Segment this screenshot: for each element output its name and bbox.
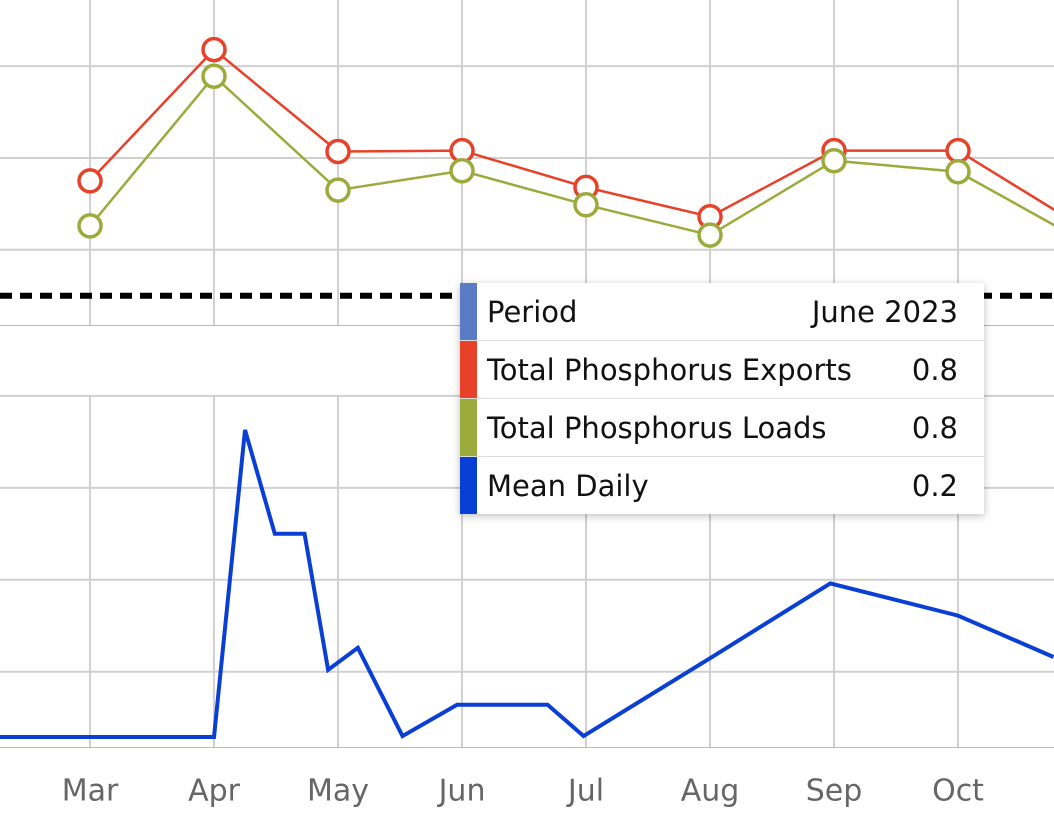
tooltip-value: 0.8	[911, 410, 958, 445]
tooltip-value: 0.2	[911, 468, 958, 503]
tooltip-label: Period	[487, 294, 578, 329]
tooltip-label: Mean Daily	[487, 468, 649, 503]
marker	[201, 36, 227, 63]
x-tick-label: Apr	[188, 774, 241, 809]
marker	[77, 168, 103, 194]
marker	[325, 138, 351, 165]
x-tick-label: Mar	[62, 774, 119, 809]
tooltip-label: Total Phosphorus Loads	[487, 410, 827, 445]
marker	[77, 213, 103, 239]
tooltip: Period June 2023 Total Phosphorus Exports…	[460, 283, 984, 514]
x-tick-label: Oct	[932, 774, 984, 809]
marker	[945, 137, 971, 164]
marker	[201, 63, 227, 89]
marker	[573, 192, 599, 218]
tooltip-row: Period June 2023	[460, 283, 984, 341]
marker	[325, 177, 351, 203]
x-tick-label: May	[307, 774, 369, 809]
marker	[449, 158, 475, 184]
swatch	[460, 283, 477, 340]
tooltip-label: Total Phosphorus Exports	[487, 352, 852, 387]
x-tick-label: Jul	[566, 774, 604, 809]
tooltip-value: 0.8	[911, 352, 958, 387]
marker	[821, 147, 847, 174]
tooltip-row: Mean Daily 0.2	[460, 457, 984, 514]
swatch	[460, 341, 477, 398]
x-tick-label: Sep	[806, 774, 863, 809]
series-line	[0, 429, 1054, 739]
swatch	[460, 399, 477, 456]
tooltip-row: Total Phosphorus Loads 0.8	[460, 399, 984, 457]
x-tick-label: Aug	[681, 774, 740, 809]
x-tick-label: Jun	[437, 774, 486, 809]
swatch	[460, 457, 477, 514]
marker	[697, 222, 723, 248]
tooltip-value: June 2023	[811, 294, 958, 329]
tooltip-row: Total Phosphorus Exports 0.8	[460, 341, 984, 399]
marker	[945, 158, 971, 185]
panel	[0, 0, 1054, 326]
